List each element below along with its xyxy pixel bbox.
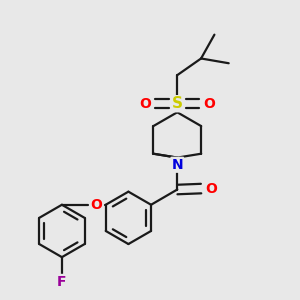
Text: O: O (90, 198, 102, 212)
Text: N: N (172, 158, 183, 172)
Text: O: O (203, 97, 215, 111)
Text: O: O (140, 97, 151, 111)
Text: O: O (206, 182, 218, 196)
Text: F: F (57, 275, 67, 289)
Text: S: S (172, 96, 183, 111)
